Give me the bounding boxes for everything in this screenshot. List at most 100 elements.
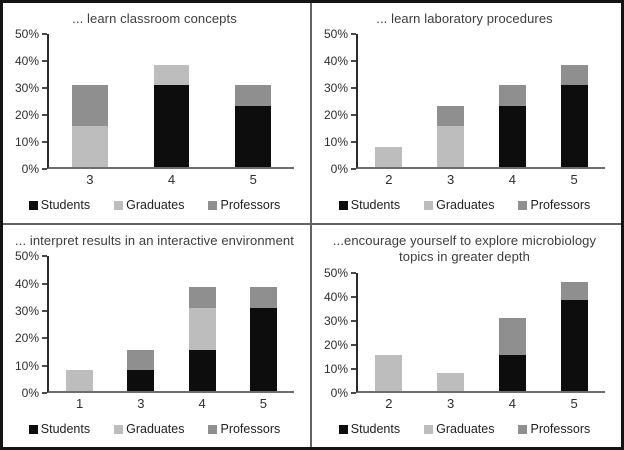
x-tick-label: 4 <box>167 172 176 187</box>
legend-swatch-graduates <box>424 424 434 434</box>
y-tick-mark <box>351 343 356 346</box>
chart-title: ... learn laboratory procedures <box>376 11 553 26</box>
legend-label: Professors <box>220 198 281 212</box>
x-tick-label: 4 <box>508 172 516 187</box>
bar-slot <box>420 34 482 167</box>
bar-slot <box>482 34 544 167</box>
legend-item: Professors <box>518 198 590 212</box>
bar-segment-professors <box>560 64 588 86</box>
bar-segment-professors <box>498 318 526 355</box>
y-tick-mark <box>351 141 356 144</box>
bar-segment-students <box>153 85 190 167</box>
bar-segment-students <box>235 105 272 167</box>
y-tick-mark <box>351 33 356 36</box>
y-axis: 0% 10% 20% 30% 40% 50% <box>318 266 356 400</box>
y-tick-label: 10% <box>14 358 39 373</box>
bar-segment-professors <box>127 349 155 371</box>
bar-slot <box>212 34 294 167</box>
stacked-bar <box>153 34 190 167</box>
bar-segment-professors <box>188 287 216 308</box>
legend-swatch-students <box>338 200 348 210</box>
chart-learn-laboratory-procedures: ... learn laboratory procedures 0% 10% 20%… <box>312 3 621 225</box>
bar-slot <box>131 34 213 167</box>
legend-swatch-professors <box>208 424 218 434</box>
y-tick-label: 20% <box>14 331 39 346</box>
bar-segment-students <box>188 349 216 391</box>
y-tick-label: 30% <box>14 303 39 318</box>
bar-segment-graduates <box>71 126 108 167</box>
x-axis: 3 4 5 <box>49 172 294 189</box>
legend-swatch-professors <box>518 200 528 210</box>
legend-swatch-professors <box>208 200 218 210</box>
plot-area <box>356 34 605 169</box>
y-tick-mark <box>42 337 47 340</box>
stacked-bar <box>375 273 403 391</box>
stacked-bar <box>437 34 465 167</box>
bar-segment-students <box>127 370 155 391</box>
y-tick-label: 50% <box>323 27 348 42</box>
bar-segment-students <box>498 354 526 391</box>
y-tick-mark <box>351 295 356 298</box>
chart-title: ... interpret results in an interactive … <box>15 233 294 248</box>
stacked-bar <box>375 34 403 167</box>
legend-swatch-graduates <box>424 200 434 210</box>
y-tick-label: 30% <box>14 81 39 96</box>
bar-segment-professors <box>560 281 588 300</box>
legend-item: Students <box>338 198 400 212</box>
plot-area <box>47 34 294 169</box>
y-tick-mark <box>42 33 47 36</box>
legend-item: Graduates <box>114 198 184 212</box>
legend-swatch-students <box>338 424 348 434</box>
plot-row: 0% 10% 20% 30% 40% 50% <box>9 27 294 176</box>
bar-slot <box>420 273 482 391</box>
bar-slot <box>49 34 131 167</box>
bar-slot <box>110 256 171 391</box>
y-tick-mark <box>42 364 47 367</box>
y-axis: 0% 10% 20% 30% 40% 50% <box>318 27 356 176</box>
y-tick-mark <box>42 141 47 144</box>
y-tick-mark <box>351 114 356 117</box>
legend-label: Professors <box>530 422 591 436</box>
bar-segment-graduates <box>437 126 465 167</box>
chart-interpret-results-interactive-environment: ... interpret results in an interactive … <box>3 225 312 447</box>
bar-segment-professors <box>437 105 465 127</box>
legend: Students Graduates Professors <box>318 191 611 215</box>
plot-row: 0% 10% 20% 30% 40% 50% <box>9 249 294 400</box>
y-tick-label: 40% <box>14 54 39 69</box>
y-tick-mark <box>351 168 356 170</box>
y-tick-label: 10% <box>323 135 348 150</box>
x-tick-label: 5 <box>259 396 267 411</box>
legend-item: Graduates <box>114 422 184 436</box>
legend-item: Students <box>338 422 400 436</box>
y-tick-label: 0% <box>21 162 39 176</box>
y-tick-mark <box>351 271 356 274</box>
y-tick-mark <box>42 87 47 90</box>
x-tick-label: 3 <box>447 172 455 187</box>
y-tick-mark <box>351 392 356 394</box>
legend-item: Students <box>28 422 90 436</box>
bar-slot <box>482 273 544 391</box>
bar-slot <box>358 273 420 391</box>
bar-slot <box>233 256 294 391</box>
plot-row: 0% 10% 20% 30% 40% 50% <box>318 27 605 176</box>
x-tick-label: 3 <box>86 172 94 187</box>
bar-segment-graduates <box>188 308 216 350</box>
y-tick-label: 20% <box>323 337 348 352</box>
legend-swatch-graduates <box>114 200 124 210</box>
stacked-bar <box>249 256 277 391</box>
y-tick-label: 30% <box>323 313 348 328</box>
y-tick-label: 20% <box>14 108 39 123</box>
legend-item: Graduates <box>424 422 494 436</box>
plot-area <box>47 256 294 393</box>
legend-label: Graduates <box>126 422 185 436</box>
y-tick-mark <box>42 114 47 117</box>
stacked-bar <box>188 256 216 391</box>
x-tick-label: 2 <box>385 172 393 187</box>
stacked-bar <box>437 273 465 391</box>
y-tick-label: 40% <box>323 54 348 69</box>
x-tick-label: 4 <box>508 396 516 411</box>
legend-item: Professors <box>208 198 280 212</box>
bar-segment-students <box>249 308 277 391</box>
y-tick-label: 10% <box>14 135 39 150</box>
y-axis: 0% 10% 20% 30% 40% 50% <box>9 27 47 176</box>
